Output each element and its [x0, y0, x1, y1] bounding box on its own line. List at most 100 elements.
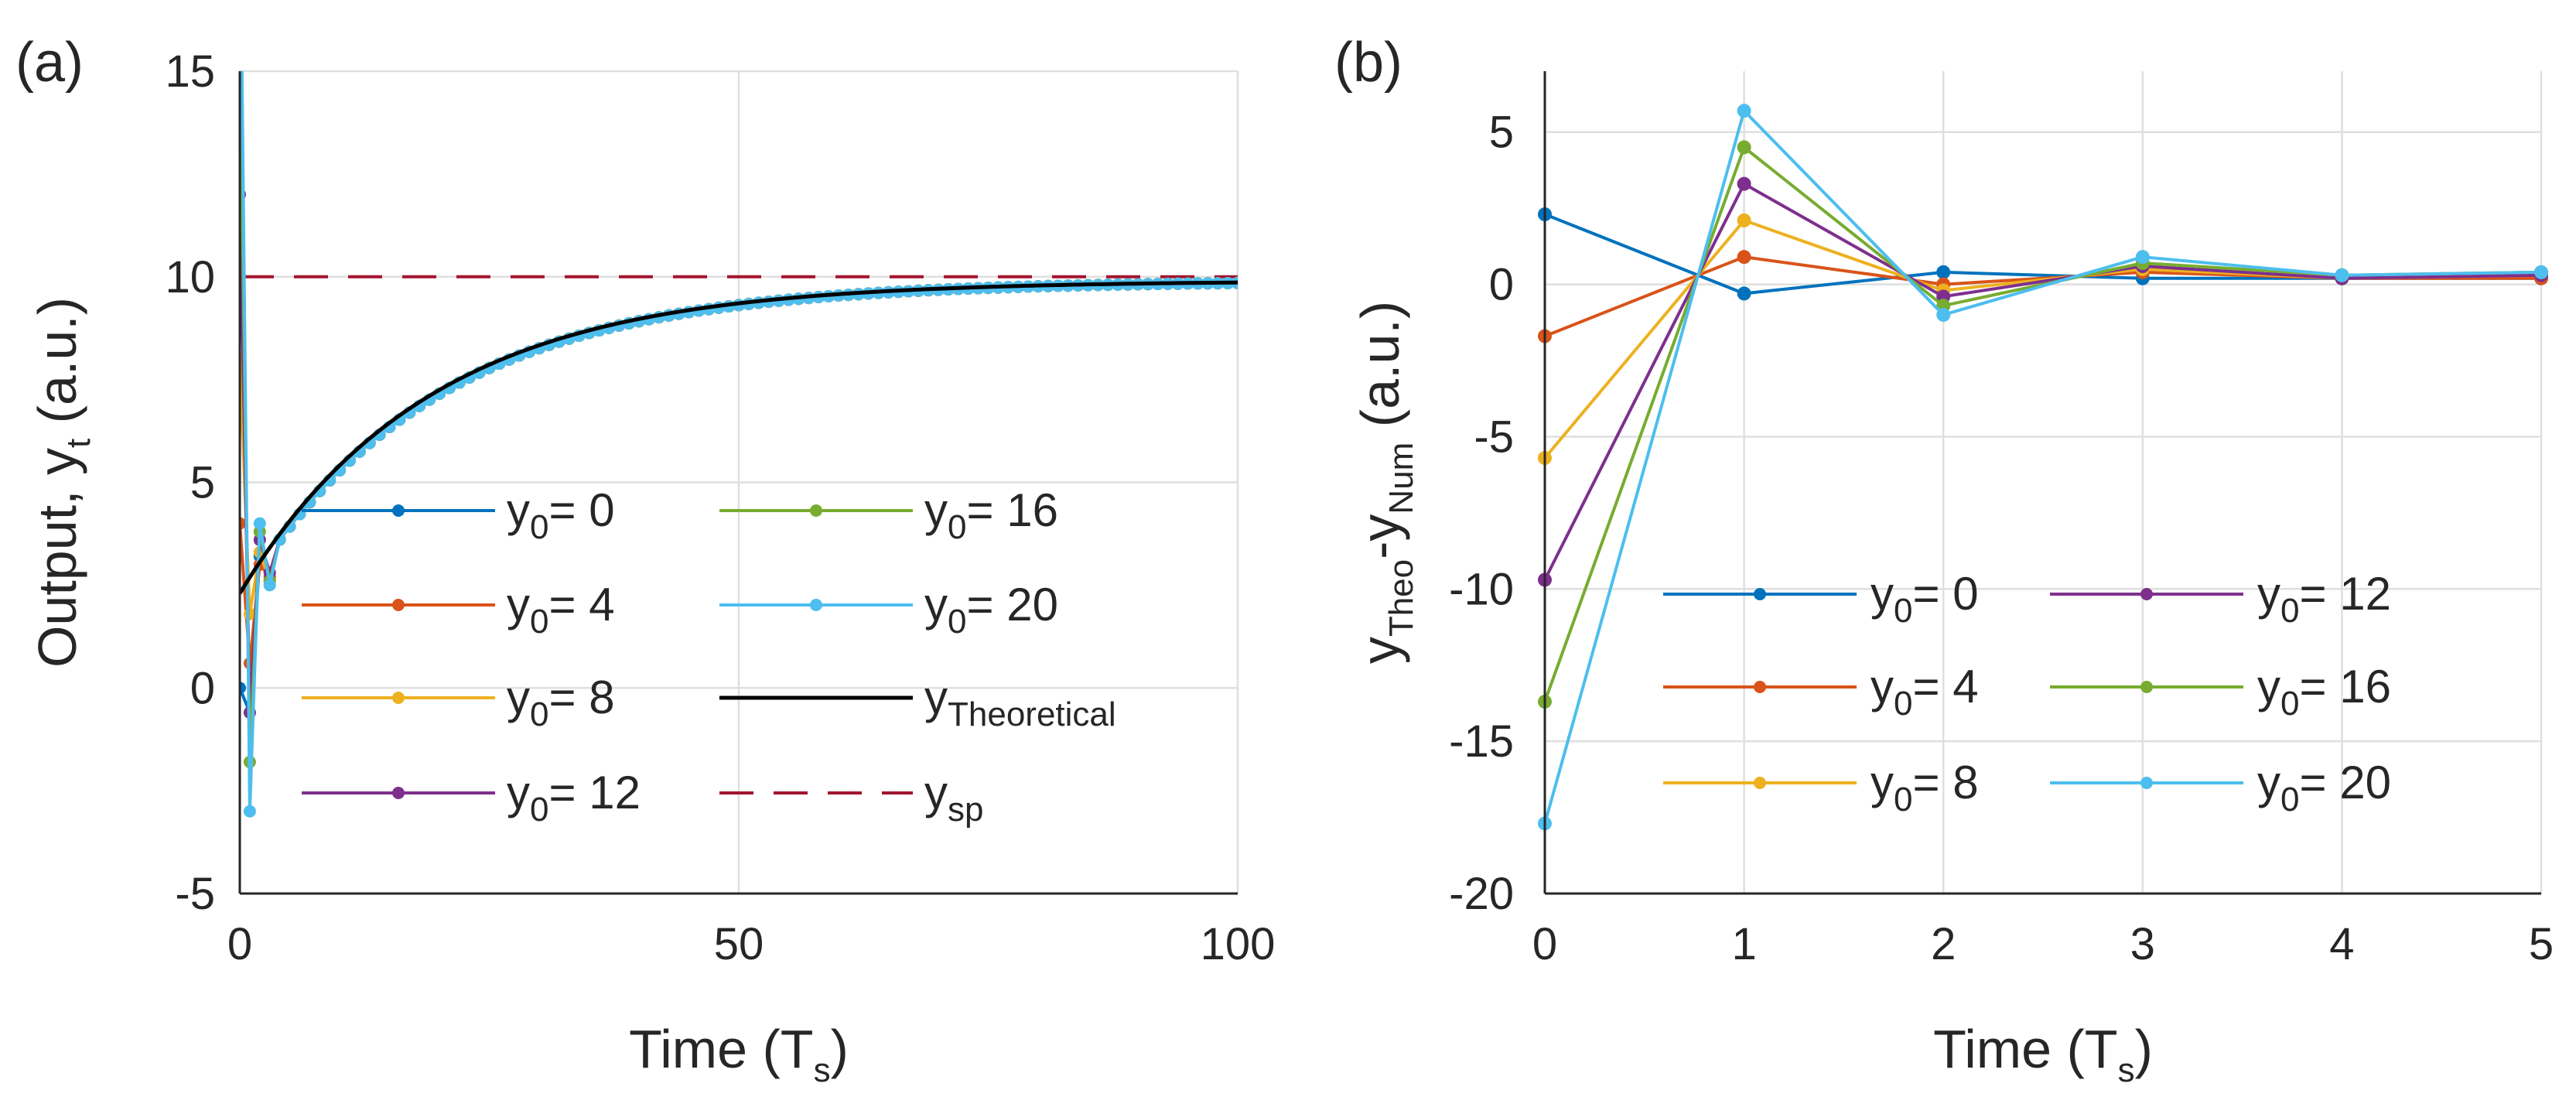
x-axis-label-a-sub: s: [814, 1051, 831, 1089]
y-tick-label-b: -5: [1474, 412, 1514, 462]
legend-b-label-tail: = 20: [2299, 757, 2390, 808]
legend-a-label-0: y0= 0: [507, 484, 615, 546]
legend-b-label-sub: 0: [1894, 685, 1912, 723]
legend-b-marker-4: [2140, 681, 2153, 693]
theoretical-line: [240, 280, 1238, 595]
data-point-b-1-1: [1737, 250, 1751, 265]
data-point-a-0-0: [240, 682, 246, 695]
legend-a-theoretical-sub: Theoretical: [948, 695, 1116, 733]
legend-b-label-main: y: [1871, 568, 1894, 620]
legend-a-label-sub: 0: [530, 695, 548, 733]
legend-b-label-1: y0= 4: [1871, 661, 1979, 723]
legend-a-label-sub: 0: [530, 603, 548, 641]
panel-b-label: (b): [1334, 32, 1402, 94]
data-point-b-0-1: [1737, 286, 1751, 301]
legend-a-label-sub: 0: [948, 508, 966, 546]
legend-b-label-2: y0= 8: [1871, 757, 1979, 818]
legend-a-theoretical-main: y: [924, 671, 948, 723]
legend-a-marker-2: [392, 692, 405, 704]
legend-a-marker-4: [810, 504, 822, 517]
legend-b-label-main: y: [2257, 568, 2280, 620]
legend-b-label-main: y: [1871, 661, 1894, 712]
data-point-a-5-1: [243, 805, 256, 818]
y-axis-label-b-end: (a.u.): [1350, 301, 1410, 443]
data-point-b-0-2: [1936, 265, 1951, 279]
series-line-b-1: [1544, 255, 2541, 338]
legend-a-setpoint-sub: sp: [948, 791, 983, 829]
y-tick-label-a: 15: [165, 46, 215, 97]
y-axis-label-b: yTheo-yNum (a.u.): [1350, 301, 1420, 664]
legend-a-marker-0: [392, 504, 405, 517]
y-tick-label-b: -20: [1449, 869, 1514, 919]
x-axis-label-a-main: Time (T: [629, 1019, 813, 1079]
legend-a-label-sub: 0: [948, 603, 966, 641]
y-tick-label-a: 5: [190, 458, 215, 508]
legend-a-marker-1: [392, 599, 405, 611]
y-tick-label-b: 0: [1489, 260, 1514, 310]
x-tick-label-b: 3: [2130, 919, 2155, 969]
legend-b-label-sub: 0: [2280, 592, 2299, 630]
series-line-b-5: [1543, 108, 2542, 824]
x-tick-label-b: 4: [2329, 919, 2354, 969]
legend-b-label-main: y: [2257, 661, 2280, 712]
data-point-b-5-2: [1936, 307, 1951, 322]
y-tick-label-a: 0: [190, 663, 215, 713]
legend-b-label-sub: 0: [1894, 592, 1912, 630]
legend-b-marker-5: [2140, 777, 2153, 789]
legend-b-label-tail: = 16: [2299, 661, 2390, 712]
y-axis-label-b-y1: y: [1350, 637, 1410, 664]
data-point-a-5-2: [253, 517, 266, 530]
data-point-b-5-5: [2534, 265, 2548, 279]
legend-b-marker-0: [1754, 588, 1766, 600]
legend-b-marker-2: [1754, 777, 1766, 789]
x-axis-label-b: Time (Ts): [1933, 1019, 2153, 1089]
x-axis-label-a: Time (Ts): [629, 1019, 849, 1089]
y-axis-label-b-sub2: Num: [1382, 443, 1420, 514]
legend-a-label-1: y0= 4: [507, 579, 615, 641]
x-tick-label-b: 2: [1931, 919, 1956, 969]
y-tick-label-b: 5: [1489, 108, 1514, 158]
legend-a-label-5: y0= 20: [924, 579, 1058, 641]
plot-area-a: [240, 71, 1238, 818]
legend-a-label-main: y: [507, 484, 530, 536]
series-line-b-4: [1543, 145, 2542, 702]
legend-a-label-tail: = 16: [966, 484, 1057, 536]
data-point-b-4-1: [1737, 140, 1751, 155]
y-axis-label-a-end: (a.u.): [27, 297, 87, 439]
legend-a-label-main: y: [924, 484, 948, 536]
x-tick-label-b: 5: [2529, 919, 2554, 969]
data-point-b-2-1: [1737, 213, 1751, 227]
legend-a-label-4: y0= 16: [924, 484, 1058, 546]
x-tick-label-a: 0: [227, 919, 252, 969]
legend-b-label-3: y0= 12: [2257, 568, 2391, 630]
legend-b-label-main: y: [2257, 757, 2280, 808]
legend-a-label-tail: = 20: [966, 579, 1057, 630]
panel-a-label: (a): [15, 32, 84, 94]
legend-b-label-sub: 0: [2280, 781, 2299, 818]
legend-a-theoretical-label: yTheoretical: [924, 671, 1116, 733]
series-line-b-3: [1543, 181, 2542, 581]
y-tick-label-a: -5: [175, 869, 215, 919]
y-axis-label-a-main: Output, y: [27, 448, 87, 668]
data-point-b-5-3: [2135, 250, 2150, 265]
legend-a-label-sub: 0: [530, 508, 548, 546]
y-tick-label-b: -15: [1449, 716, 1514, 767]
legend-b-marker-3: [2140, 588, 2153, 600]
legend-b-label-sub: 0: [2280, 685, 2299, 723]
legend-a-label-main: y: [507, 767, 530, 818]
data-point-b-5-4: [2335, 268, 2349, 282]
legend-b-label-tail: = 0: [1912, 568, 1978, 620]
legend-a-label-3: y0= 12: [507, 767, 641, 829]
series-line-b-2: [1543, 218, 2542, 460]
y-tick-label-b: -10: [1449, 564, 1514, 614]
legend-b-label-4: y0= 16: [2257, 661, 2391, 723]
x-tick-label-a: 50: [714, 919, 764, 969]
legend-a-label-main: y: [507, 671, 530, 723]
data-point-b-3-1: [1737, 176, 1751, 191]
x-axis-label-b-end: ): [2135, 1019, 2153, 1079]
x-axis-label-a-end: ): [831, 1019, 849, 1079]
legend-a-marker-3: [392, 787, 405, 799]
